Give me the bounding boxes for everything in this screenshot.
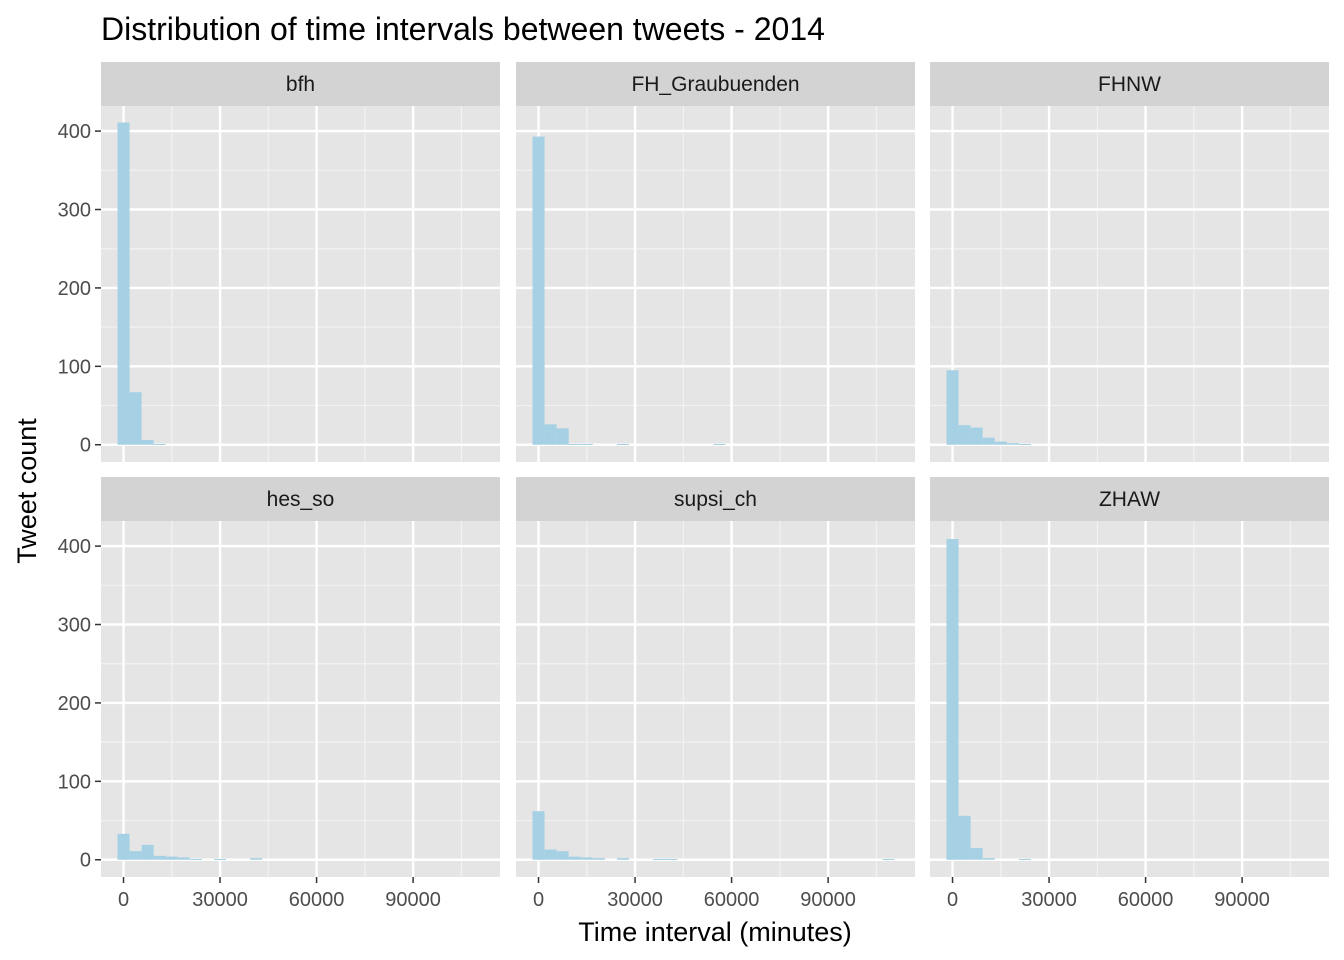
histogram-bar xyxy=(1018,443,1031,445)
histogram-bar xyxy=(214,858,227,860)
y-tick-label: 0 xyxy=(80,435,91,457)
histogram-bar xyxy=(958,815,971,860)
histogram-bar xyxy=(544,849,557,860)
histogram-bar xyxy=(994,441,1007,445)
histogram-bar xyxy=(141,440,154,445)
histogram-bar xyxy=(189,858,202,860)
x-tick-label: 30000 xyxy=(192,889,248,911)
x-axis-title: Time interval (minutes) xyxy=(578,917,852,947)
facet-strip xyxy=(101,477,500,521)
histogram-bar xyxy=(592,858,605,860)
histogram-bar xyxy=(141,844,154,860)
histogram-bar xyxy=(982,858,995,860)
facet-bfh: bfh 0 100 200 300 400 xyxy=(58,62,500,462)
histogram-bar xyxy=(153,443,166,445)
histogram-bar xyxy=(1018,858,1031,860)
panel-background xyxy=(930,521,1329,877)
y-tick-label: 200 xyxy=(58,278,91,300)
y-axis-title: Tweet count xyxy=(12,418,42,564)
histogram-bar xyxy=(616,858,630,860)
y-tick-label: 400 xyxy=(58,121,91,143)
facet-strip xyxy=(930,62,1329,106)
histogram-bar xyxy=(580,857,593,860)
panel-background xyxy=(516,106,915,462)
histogram-bar xyxy=(153,855,166,860)
histogram-bar xyxy=(165,856,178,860)
x-tick-label: 60000 xyxy=(289,889,345,911)
histogram-bar xyxy=(532,136,545,445)
histogram-bar xyxy=(970,847,983,860)
histogram-bar xyxy=(616,443,630,445)
histogram-bar xyxy=(568,856,581,860)
facet-strip-label: bfh xyxy=(286,73,315,96)
x-tick-label: 90000 xyxy=(800,889,856,911)
y-tick-label: 300 xyxy=(58,615,91,637)
histogram-bar xyxy=(532,811,545,860)
histogram-bar xyxy=(713,443,726,445)
x-tick-label: 0 xyxy=(118,889,129,911)
panel-background xyxy=(516,521,915,877)
facet-strip xyxy=(930,477,1329,521)
facet-supsi-ch: supsi_ch 0 30000 60000 90000 xyxy=(516,477,915,911)
histogram-bar xyxy=(250,858,263,860)
x-tick-label: 90000 xyxy=(1214,889,1270,911)
histogram-bar xyxy=(556,851,569,860)
facet-strip-label: FH_Graubuenden xyxy=(631,73,799,96)
histogram-bar xyxy=(117,122,130,445)
histogram-bar xyxy=(946,539,959,860)
y-tick-label: 300 xyxy=(58,200,91,222)
x-tick-label: 0 xyxy=(947,889,958,911)
x-tick-label: 60000 xyxy=(1118,889,1174,911)
facet-hes-so: hes_so 0 100 200 300 400 0 30000 60000 90000 xyxy=(58,477,500,911)
facet-fh-graubuenden: FH_Graubuenden xyxy=(516,62,915,462)
histogram-bar xyxy=(177,857,190,860)
histogram-bar xyxy=(117,833,130,860)
histogram-bar xyxy=(665,858,678,860)
y-tick-label: 0 xyxy=(80,850,91,872)
chart-title: Distribution of time intervals between t… xyxy=(101,11,825,47)
histogram-bar xyxy=(129,851,142,860)
facet-strip-label: hes_so xyxy=(267,488,335,511)
x-tick-label: 90000 xyxy=(385,889,441,911)
histogram-bar xyxy=(556,428,569,445)
histogram-bar xyxy=(544,424,557,445)
histogram-bar xyxy=(958,425,971,445)
histogram-bar xyxy=(580,443,593,445)
y-tick-label: 100 xyxy=(58,771,91,793)
histogram-bar xyxy=(129,392,142,445)
facet-panels: bfh 0 100 200 300 400 FH_Graubuenden FHNW hes_so… xyxy=(58,62,1329,911)
panel-background xyxy=(930,106,1329,462)
facet-strip xyxy=(516,62,915,106)
y-tick-label: 200 xyxy=(58,693,91,715)
x-tick-label: 0 xyxy=(533,889,544,911)
facet-strip xyxy=(516,477,915,521)
panel-background xyxy=(101,521,500,877)
histogram-bar xyxy=(568,443,581,445)
facet-strip xyxy=(101,62,500,106)
facet-strip-label: ZHAW xyxy=(1099,488,1160,511)
x-tick-label: 30000 xyxy=(607,889,663,911)
y-tick-label: 100 xyxy=(58,356,91,378)
histogram-bar xyxy=(982,437,995,445)
panel-background xyxy=(101,106,500,462)
facet-strip-label: FHNW xyxy=(1098,73,1161,96)
histogram-bar xyxy=(653,858,666,860)
histogram-bar xyxy=(946,370,959,445)
facet-zhaw: ZHAW 0 30000 60000 90000 xyxy=(930,477,1329,911)
y-tick-label: 400 xyxy=(58,536,91,558)
x-tick-label: 30000 xyxy=(1021,889,1077,911)
histogram-bar xyxy=(1006,443,1019,445)
facet-fhnw: FHNW xyxy=(930,62,1329,462)
x-tick-label: 60000 xyxy=(704,889,760,911)
histogram-bar xyxy=(970,427,983,445)
histogram-bar xyxy=(882,858,895,860)
facet-strip-label: supsi_ch xyxy=(674,488,757,511)
